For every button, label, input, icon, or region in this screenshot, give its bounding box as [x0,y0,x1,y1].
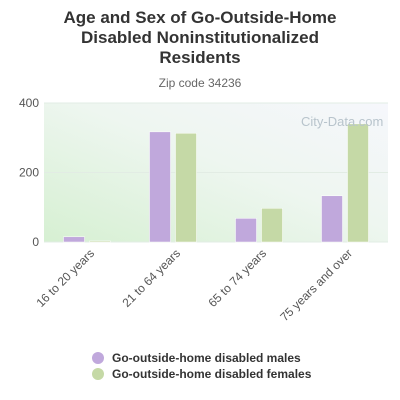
x-tick-label: 75 years and over [277,246,355,324]
y-tick-label: 400 [19,96,39,110]
bar-males-2 [235,218,257,243]
legend-swatch-males [92,352,104,364]
y-tick-label: 200 [19,166,39,180]
bar-females-2 [261,208,283,243]
x-tick-label: 21 to 64 years [119,246,183,310]
legend: Go-outside-home disabled males Go-outsid… [92,350,311,382]
y-tick-label: 0 [32,235,39,249]
x-tick-label: 16 to 20 years [33,246,97,310]
bar-males-1 [149,131,171,243]
legend-item-females: Go-outside-home disabled females [92,366,311,382]
chart-title-line-3: Residents [159,48,241,67]
bar-males-0 [63,236,85,243]
bar-females-1 [175,132,197,243]
legend-item-males: Go-outside-home disabled males [92,350,311,366]
chart-title: Age and Sex of Go-Outside-Home Disabled … [0,8,400,68]
chart-title-line-2: Disabled Noninstitutionalized [80,28,319,47]
legend-label-females: Go-outside-home disabled females [112,367,312,381]
x-tick-label: 65 to 74 years [205,246,269,310]
bar-males-3 [321,195,343,243]
bar-females-0 [89,240,111,243]
chart-subtitle: Zip code 34236 [158,76,242,90]
legend-swatch-females [92,368,104,380]
bar-females-3 [347,123,369,243]
legend-label-males: Go-outside-home disabled males [112,351,301,365]
watermark-text: City-Data.com [301,114,383,129]
chart-title-line-1: Age and Sex of Go-Outside-Home [63,8,337,27]
